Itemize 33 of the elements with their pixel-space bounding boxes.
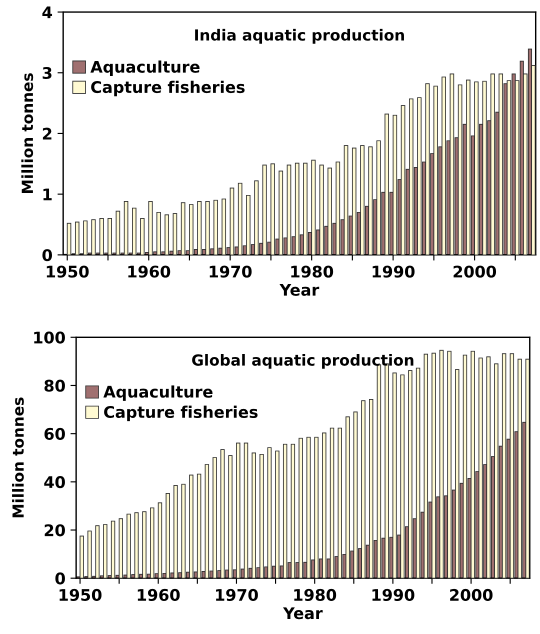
legend-label: Capture fisheries [104, 406, 258, 422]
y-axis-title: Million tonnes [12, 398, 24, 518]
x-tick-label: 1950 [60, 588, 102, 601]
x-tick-label: 1980 [291, 266, 334, 278]
x-tick-label: 2000 [450, 588, 493, 601]
y-tick-label: 100 [34, 332, 65, 344]
y-tick-label: 0 [42, 249, 52, 262]
y-tick-label: 4 [42, 6, 52, 18]
x-tick-label: 1990 [372, 588, 414, 601]
text: India aquatic production [195, 28, 404, 44]
legend-label: Capture fisheries [91, 80, 245, 96]
y-tick-label: 2 [42, 128, 52, 140]
x-tick-label: 1970 [216, 588, 258, 601]
x-axis-title: Year [282, 607, 323, 620]
x-axis-title: Year [279, 284, 320, 296]
y-axis-title: Million tonnes [21, 73, 34, 193]
x-tick-label: 1980 [294, 588, 336, 601]
y-tick-label: 40 [44, 476, 65, 488]
y-tick-label: 60 [44, 428, 65, 440]
y-tick-label: 0 [55, 572, 65, 585]
x-tick-label: 1960 [138, 588, 180, 601]
text: Global aquatic production [192, 354, 414, 369]
y-tick-label: 3 [42, 66, 52, 80]
x-tick-label: 1960 [128, 266, 170, 278]
y-tick-label: 80 [44, 380, 65, 392]
x-tick-label: 1970 [210, 266, 252, 278]
y-tick-label: 1 [43, 188, 52, 200]
legend-label: Aquaculture [90, 60, 200, 76]
x-tick-label: 2000 [454, 266, 496, 278]
x-tick-label: 1990 [372, 266, 415, 278]
x-tick-label: 1950 [46, 266, 89, 278]
legend-label: Aquaculture [103, 385, 212, 401]
y-tick-label: 20 [44, 524, 65, 536]
